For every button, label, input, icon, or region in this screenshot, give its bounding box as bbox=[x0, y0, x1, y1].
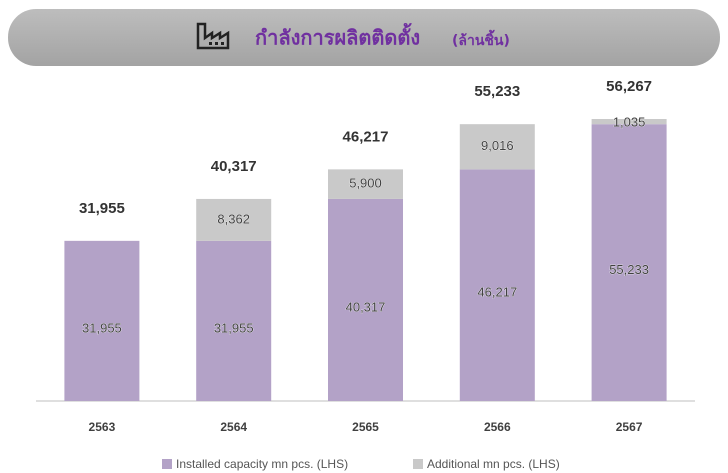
bar-segment bbox=[328, 169, 403, 199]
total-label: 40,317 bbox=[211, 158, 257, 175]
total-label: 46,217 bbox=[343, 128, 389, 145]
value-label: 1,035 bbox=[613, 114, 646, 129]
legend-label: Installed capacity mn pcs. (LHS) bbox=[176, 457, 348, 471]
x-tick-label: 2566 bbox=[484, 420, 511, 434]
total-label: 55,233 bbox=[474, 83, 520, 100]
value-label: 9,016 bbox=[481, 138, 514, 153]
value-label: 55,233 bbox=[609, 262, 649, 277]
legend-swatch bbox=[413, 459, 423, 469]
bar-segment bbox=[328, 198, 403, 401]
value-label: 31,955 bbox=[82, 320, 122, 335]
chart-title-unit: (ล้านชิ้น) bbox=[452, 29, 510, 49]
x-tick-label: 2565 bbox=[352, 420, 379, 434]
bar-segment bbox=[591, 124, 667, 401]
x-tick-label: 2567 bbox=[616, 420, 643, 434]
factory-icon bbox=[196, 22, 230, 50]
x-tick-label: 2563 bbox=[89, 420, 116, 434]
bar-segment bbox=[196, 240, 272, 401]
x-tick-label: 2564 bbox=[220, 420, 247, 434]
legend-swatch bbox=[162, 459, 172, 469]
header-banner bbox=[8, 9, 720, 66]
bar-segment bbox=[196, 198, 272, 241]
total-label: 56,267 bbox=[606, 78, 652, 95]
legend-label: Additional mn pcs. (LHS) bbox=[427, 457, 560, 471]
value-label: 46,217 bbox=[477, 285, 517, 300]
bar-segment bbox=[64, 240, 140, 401]
total-label: 31,955 bbox=[79, 200, 125, 217]
value-label: 8,362 bbox=[217, 211, 250, 226]
value-label: 5,900 bbox=[349, 176, 382, 191]
value-label: 31,955 bbox=[214, 320, 254, 335]
chart-title: กำลังการผลิตติดตั้ง bbox=[255, 23, 420, 50]
bar-segment bbox=[459, 169, 535, 401]
value-label: 40,317 bbox=[346, 299, 386, 314]
bar-segment bbox=[459, 124, 535, 170]
bar-segment bbox=[591, 118, 667, 125]
